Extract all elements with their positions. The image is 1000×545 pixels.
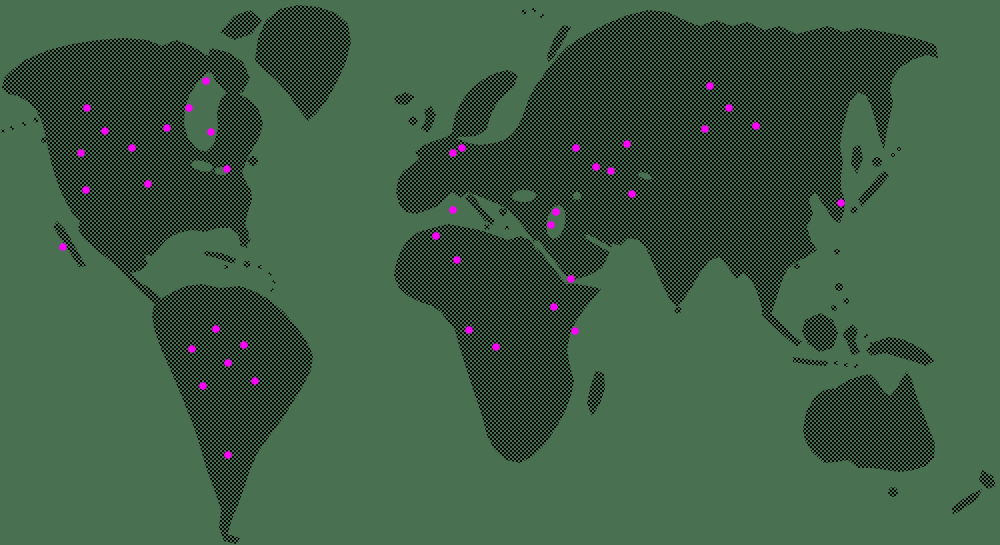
location-marker-dot [185,104,193,112]
location-marker-dot [101,127,109,135]
location-marker-dot [725,104,733,112]
landmass-africa [394,224,601,463]
landmass-sulawesi [843,324,860,356]
landmass-tasmania [888,487,898,497]
sea-caspian-sea [546,205,566,239]
landmass-greenland [255,5,351,121]
location-marker-dot [144,180,152,188]
location-marker-dot [592,163,600,171]
location-marker-dot [224,359,232,367]
landmass-sakhalin [851,144,863,174]
landmass-svalbard [521,8,544,18]
location-marker-dot [607,167,615,175]
landmass-cuba [204,251,236,264]
location-marker-dot [199,382,207,390]
landmass-caribbean-islands [224,238,276,292]
location-marker-dot [571,327,579,335]
landmass-victoria-island [146,46,187,70]
landmass-iceland [394,92,415,105]
location-marker-dot [212,325,220,333]
landmass-eurasia [396,10,938,319]
location-marker-dot [163,124,171,132]
landmass-madagascar [587,370,605,416]
location-marker-dot [458,144,466,152]
landmass-new-zealand-south [952,489,983,515]
location-marker-dot [706,82,714,90]
landmass-borneo [802,313,838,352]
location-marker-dot [701,125,709,133]
landmass-novaya-zemlya [547,25,571,62]
landmass-japan-islands [850,147,901,214]
location-marker-dot [188,345,196,353]
location-marker-dot [492,343,500,351]
location-marker-dot [752,122,760,130]
landmass-vancouver-island [41,137,47,143]
sea-red-sea [534,240,569,283]
sea-persian-gulf [585,234,614,253]
location-marker-dot [552,208,560,216]
location-marker-dot [224,451,232,459]
sea-aral-sea [573,192,581,200]
landmass-newfoundland [248,156,258,166]
location-marker-dot [628,190,636,198]
location-marker-dot [550,303,558,311]
location-marker-dot [240,341,248,349]
location-markers-layer [59,77,845,459]
location-marker-dot [449,206,457,214]
landmass-north-america [2,38,263,305]
landmass-java [793,357,828,366]
landmass-new-zealand-north [979,470,996,489]
landmasses-layer [1,5,996,544]
sea-black-sea [512,190,536,202]
landmass-baffin-island [207,48,250,96]
location-marker-dot [449,149,457,157]
location-marker-dot [567,275,575,283]
landmass-ellesmere-island [220,10,262,40]
location-marker-dot [223,165,231,173]
location-marker-dot [572,144,580,152]
location-marker-dot [547,221,555,229]
landmass-italy [465,193,495,225]
landmass-baja-california [53,221,86,267]
landmass-scandinavia [452,70,518,137]
landmass-japan-honshu [858,170,889,207]
location-marker-dot [207,128,215,136]
landmass-sicily-greece-crete [484,208,509,230]
landmass-new-guinea [866,337,934,366]
sea-lake-balkhash [638,172,652,180]
location-marker-dot [432,232,440,240]
sea-great-lakes-west [191,160,213,172]
landmass-great-britain [421,106,436,133]
landmass-sri-lanka [674,306,682,314]
landmass-taiwan-hainan [794,249,840,269]
location-marker-dot [251,377,259,385]
location-marker-dot [128,144,136,152]
location-marker-dot [837,199,845,207]
location-marker-dot [83,104,91,112]
location-marker-dot [202,77,210,85]
landmass-ireland [408,116,418,126]
location-marker-dot [77,149,85,157]
landmass-aleutian-islands [1,117,39,133]
seas-layer [191,160,652,288]
landmass-philippines [831,283,849,311]
location-marker-dot [623,140,631,148]
location-marker-dot [465,326,473,334]
location-marker-dot [59,243,67,251]
location-marker-dot [82,186,90,194]
landmass-australia [803,371,935,472]
location-marker-dot [453,256,461,264]
landmass-sumatra [762,306,802,347]
